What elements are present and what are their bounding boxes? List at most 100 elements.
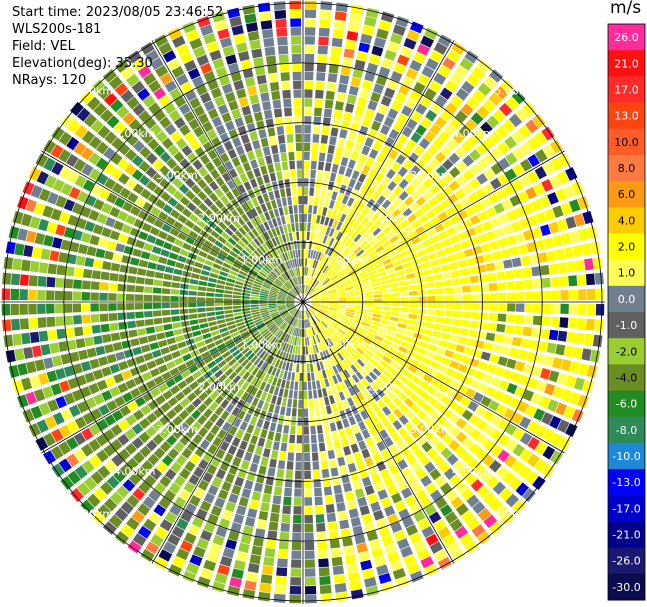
range-gate xyxy=(319,275,327,283)
range-gate xyxy=(90,314,100,323)
range-gate xyxy=(490,429,503,442)
range-gate xyxy=(498,292,507,301)
range-gate xyxy=(279,143,287,153)
range-gate xyxy=(246,424,255,434)
range-gate xyxy=(252,139,261,150)
range-gate xyxy=(329,296,338,300)
range-gate xyxy=(443,468,456,480)
range-gate xyxy=(283,370,288,380)
range-gate xyxy=(294,327,298,337)
range-gate xyxy=(555,344,566,356)
range-gate xyxy=(145,541,160,555)
range-gate xyxy=(38,330,49,342)
range-gate xyxy=(311,296,320,300)
range-gate xyxy=(530,392,543,405)
range-gate xyxy=(560,289,569,301)
range-gate xyxy=(317,343,322,353)
colorbar-tick-label: 4.0 xyxy=(618,214,636,227)
range-gate xyxy=(277,549,289,559)
range-gate xyxy=(269,512,280,523)
range-gate xyxy=(331,556,343,567)
range-gate xyxy=(116,105,130,119)
range-gate xyxy=(63,365,75,378)
range-gate xyxy=(120,524,135,538)
range-gate xyxy=(209,401,219,412)
range-gate xyxy=(364,176,373,187)
range-gate xyxy=(288,205,294,215)
range-gate xyxy=(160,402,172,413)
range-gate xyxy=(441,186,453,197)
range-gate xyxy=(106,115,120,129)
range-gate xyxy=(479,312,489,321)
range-gate xyxy=(450,496,464,509)
range-gate xyxy=(97,504,112,519)
range-gate xyxy=(298,204,303,214)
range-gate xyxy=(450,95,464,108)
range-gate xyxy=(320,215,326,225)
range-gate xyxy=(305,0,317,10)
range-gate xyxy=(175,43,190,56)
range-gate xyxy=(292,318,297,327)
range-gate xyxy=(304,285,308,294)
range-gate xyxy=(291,336,296,345)
colorbar-tick-label: 10.0 xyxy=(614,136,639,149)
range-gate xyxy=(372,452,383,464)
range-gate xyxy=(328,325,336,333)
range-gate xyxy=(146,180,158,192)
range-gate xyxy=(197,297,206,302)
range-gate xyxy=(269,136,277,146)
range-gate xyxy=(336,286,345,291)
range-gate xyxy=(223,302,233,306)
range-gate xyxy=(113,220,124,231)
range-gate xyxy=(287,452,295,462)
range-gate xyxy=(98,237,109,248)
range-gate xyxy=(260,92,270,102)
range-gate xyxy=(382,306,392,311)
range-gate xyxy=(326,441,334,451)
range-gate xyxy=(520,255,531,266)
range-gate xyxy=(288,279,295,288)
range-gate xyxy=(267,323,276,330)
range-gate xyxy=(295,309,300,318)
range-gate xyxy=(289,0,301,10)
range-gate xyxy=(292,268,296,277)
range-gate xyxy=(418,363,429,372)
range-gate xyxy=(356,134,366,145)
range-gate xyxy=(426,289,436,295)
range-gate xyxy=(467,134,480,147)
range-gate xyxy=(23,244,34,258)
range-gate xyxy=(407,230,418,240)
range-gate xyxy=(463,346,474,356)
range-gate xyxy=(216,342,226,350)
range-gate xyxy=(209,390,220,400)
range-gate xyxy=(377,327,387,334)
range-gate xyxy=(304,9,317,19)
range-gate xyxy=(366,385,375,395)
range-gate xyxy=(540,368,551,380)
range-gate xyxy=(321,468,330,478)
range-gate xyxy=(319,307,328,312)
range-gate xyxy=(310,345,314,354)
range-gate xyxy=(441,238,452,247)
range-gate xyxy=(409,392,420,402)
range-gate xyxy=(448,412,460,424)
range-gate xyxy=(505,168,517,181)
range-gate xyxy=(421,202,432,213)
range-gate xyxy=(460,239,471,249)
range-gate xyxy=(317,287,326,294)
range-gate xyxy=(59,424,72,438)
range-gate xyxy=(461,80,475,94)
range-gate xyxy=(317,333,323,342)
range-gate xyxy=(73,432,86,446)
range-gate xyxy=(404,224,414,234)
range-gate xyxy=(217,564,230,576)
range-gate xyxy=(396,538,410,550)
range-gate xyxy=(371,282,381,287)
range-gate xyxy=(73,448,87,462)
range-gate xyxy=(345,313,354,318)
range-gate xyxy=(246,170,255,180)
range-gate xyxy=(258,465,267,475)
range-gate xyxy=(241,381,250,391)
range-gate xyxy=(408,284,418,291)
range-gate xyxy=(282,323,289,332)
